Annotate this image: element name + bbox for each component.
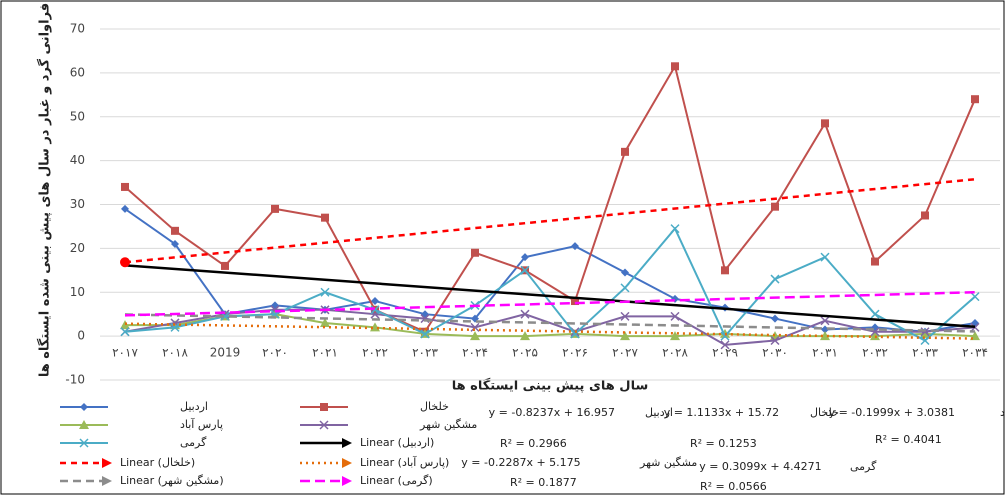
legend-label: مشگین شهر <box>419 418 477 431</box>
trend-equation: y = -0.2287x + 5.175 <box>461 456 580 469</box>
trend-r2: R² = 0.1877 <box>510 476 577 489</box>
marker <box>221 262 229 270</box>
legend-label: Linear (مشگین شهر) <box>120 474 224 487</box>
marker <box>671 62 679 70</box>
x-tick-label: ۲۰۱۸ <box>162 346 188 360</box>
x-tick-label: ۲۰۱۷ <box>112 346 138 360</box>
x-tick-label: ۲۰۲۲ <box>362 346 388 360</box>
trend-equation: y = 0.3099x + 4.4271 <box>699 460 821 473</box>
y-tick-label: 30 <box>70 197 85 211</box>
marker <box>621 148 629 156</box>
x-tick-label: ۲۰۳۱ <box>812 346 838 360</box>
chart-border <box>1 1 1004 494</box>
legend-label: گرمی <box>180 436 207 449</box>
equation-station: گرمی <box>850 460 877 473</box>
x-tick-label: ۲۰۲۴ <box>462 346 488 360</box>
y-tick-label: 50 <box>70 109 85 123</box>
marker <box>171 227 179 235</box>
y-tick-label: 40 <box>70 153 85 167</box>
marker <box>921 211 929 219</box>
marker <box>821 119 829 127</box>
trend-equation: y = -0.1999x + 3.0381 <box>829 406 955 419</box>
marker <box>271 205 279 213</box>
y-tick-label: -10 <box>65 373 85 387</box>
legend-label: خلخال <box>420 400 449 413</box>
x-tick-label: ۲۰۲۱ <box>312 346 338 360</box>
marker <box>321 214 329 222</box>
legend-label: Linear (گرمی) <box>360 474 433 487</box>
marker <box>721 266 729 274</box>
legend-label: Linear (اردبیل) <box>360 436 434 449</box>
marker <box>971 95 979 103</box>
y-tick-label: 60 <box>70 65 85 79</box>
equation-station: مشگین شهر <box>639 456 697 469</box>
marker <box>771 203 779 211</box>
equation-station: پارس آباد <box>1000 405 1005 419</box>
y-tick-label: 70 <box>70 22 85 36</box>
trend-start <box>120 257 130 267</box>
trend-equation: y = 1.1133x + 15.72 <box>664 406 779 419</box>
x-tick-label: ۲۰۲۷ <box>612 346 638 360</box>
marker <box>121 183 129 191</box>
legend-label: پارس آباد <box>180 417 223 431</box>
marker <box>471 249 479 257</box>
trend-r2: R² = 0.0566 <box>700 480 767 493</box>
x-tick-label: ۲۰۲۸ <box>662 346 688 360</box>
chart: فراوانی گرد و غبار در سال های پیش بینی ش… <box>0 0 1005 495</box>
x-tick-label: ۲۰۲۵ <box>512 346 538 360</box>
x-tick-label: ۲۰۲۰ <box>262 346 288 360</box>
marker <box>871 258 879 266</box>
y-tick-label: 10 <box>70 285 85 299</box>
trend-equation: y = -0.8237x + 16.957 <box>489 406 615 419</box>
x-tick-label: ۲۰۲۳ <box>412 346 438 360</box>
trend-r2: R² = 0.2966 <box>500 437 567 450</box>
marker <box>320 403 328 411</box>
legend-label: اردبیل <box>180 400 208 413</box>
x-tick-label: ۲۰۲۶ <box>562 346 588 360</box>
legend-label: Linear (خلخال) <box>120 456 195 469</box>
legend-label: Linear (پارس آباد) <box>360 455 449 469</box>
x-tick-label: 2019 <box>210 346 241 360</box>
x-tick-label: ۲۰۳۰ <box>762 346 788 360</box>
x-tick-label: ۲۰۲۹ <box>712 346 738 360</box>
y-axis-title: فراوانی گرد و غبار در سال های پیش بینی ش… <box>37 3 53 377</box>
trend-r2: R² = 0.4041 <box>875 433 942 446</box>
x-tick-label: ۲۰۳۲ <box>862 346 888 360</box>
x-tick-label: ۲۰۳۴ <box>962 346 988 360</box>
y-tick-label: 0 <box>77 329 85 343</box>
x-tick-label: ۲۰۳۳ <box>912 346 938 360</box>
trend-r2: R² = 0.1253 <box>690 437 757 450</box>
y-tick-label: 20 <box>70 241 85 255</box>
